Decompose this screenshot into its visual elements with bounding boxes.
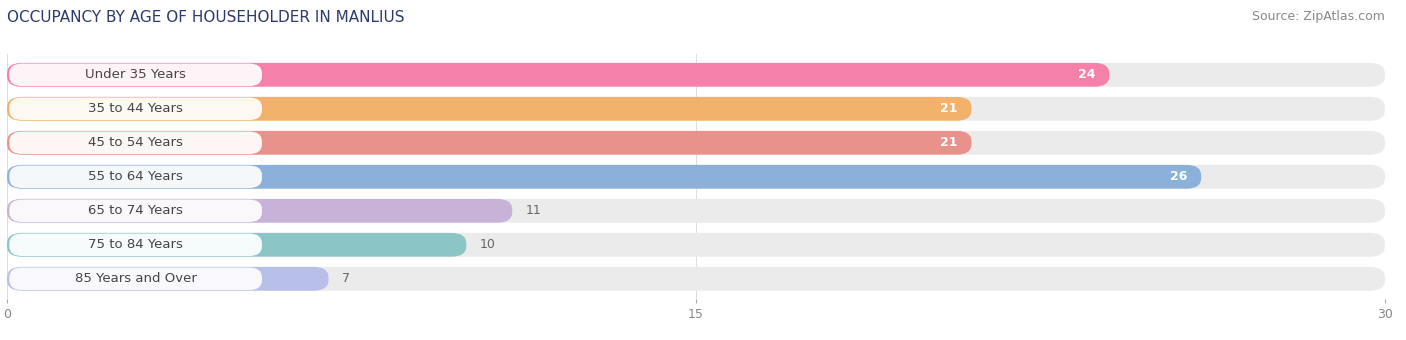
FancyBboxPatch shape — [7, 233, 467, 257]
Text: 35 to 44 Years: 35 to 44 Years — [89, 102, 183, 115]
Text: 75 to 84 Years: 75 to 84 Years — [89, 238, 183, 251]
Text: 7: 7 — [342, 272, 350, 285]
FancyBboxPatch shape — [7, 233, 1385, 257]
Text: 24: 24 — [1078, 68, 1095, 81]
FancyBboxPatch shape — [7, 131, 972, 155]
FancyBboxPatch shape — [10, 98, 262, 120]
FancyBboxPatch shape — [7, 165, 1385, 189]
Text: 85 Years and Over: 85 Years and Over — [75, 272, 197, 285]
FancyBboxPatch shape — [7, 199, 512, 223]
FancyBboxPatch shape — [7, 131, 1385, 155]
FancyBboxPatch shape — [7, 97, 1385, 121]
FancyBboxPatch shape — [7, 97, 972, 121]
Text: 65 to 74 Years: 65 to 74 Years — [89, 204, 183, 217]
FancyBboxPatch shape — [7, 267, 329, 291]
FancyBboxPatch shape — [7, 63, 1385, 87]
Text: 11: 11 — [526, 204, 541, 217]
FancyBboxPatch shape — [10, 166, 262, 188]
Text: 55 to 64 Years: 55 to 64 Years — [89, 170, 183, 183]
FancyBboxPatch shape — [7, 267, 1385, 291]
Text: Under 35 Years: Under 35 Years — [86, 68, 186, 81]
FancyBboxPatch shape — [10, 234, 262, 256]
Text: 21: 21 — [941, 136, 957, 149]
FancyBboxPatch shape — [10, 268, 262, 290]
FancyBboxPatch shape — [10, 64, 262, 86]
Text: 21: 21 — [941, 102, 957, 115]
FancyBboxPatch shape — [7, 165, 1201, 189]
Text: Source: ZipAtlas.com: Source: ZipAtlas.com — [1251, 10, 1385, 23]
Text: 26: 26 — [1170, 170, 1188, 183]
FancyBboxPatch shape — [7, 63, 1109, 87]
FancyBboxPatch shape — [10, 132, 262, 154]
FancyBboxPatch shape — [7, 199, 1385, 223]
FancyBboxPatch shape — [10, 200, 262, 222]
Text: 45 to 54 Years: 45 to 54 Years — [89, 136, 183, 149]
Text: 10: 10 — [479, 238, 496, 251]
Text: OCCUPANCY BY AGE OF HOUSEHOLDER IN MANLIUS: OCCUPANCY BY AGE OF HOUSEHOLDER IN MANLI… — [7, 10, 405, 25]
